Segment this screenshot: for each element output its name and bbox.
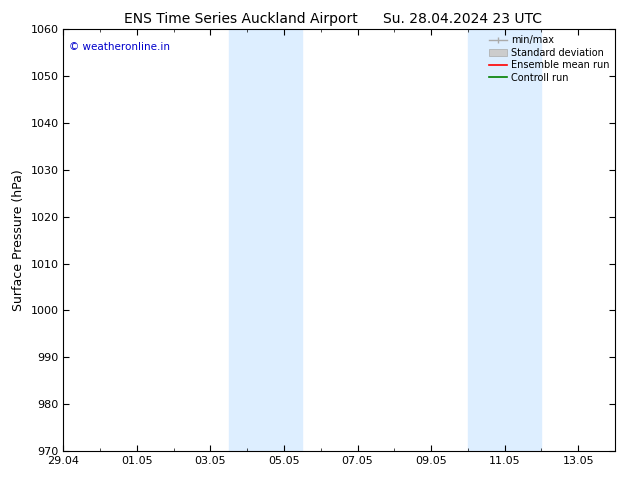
Y-axis label: Surface Pressure (hPa): Surface Pressure (hPa) (12, 169, 25, 311)
Bar (468, 29, 541, 451)
Legend: min/max, Standard deviation, Ensemble mean run, Controll run: min/max, Standard deviation, Ensemble me… (486, 32, 612, 85)
Text: Su. 28.04.2024 23 UTC: Su. 28.04.2024 23 UTC (384, 12, 542, 26)
Text: ENS Time Series Auckland Airport: ENS Time Series Auckland Airport (124, 12, 358, 26)
Text: © weatheronline.in: © weatheronline.in (69, 42, 170, 52)
Bar (229, 29, 302, 451)
